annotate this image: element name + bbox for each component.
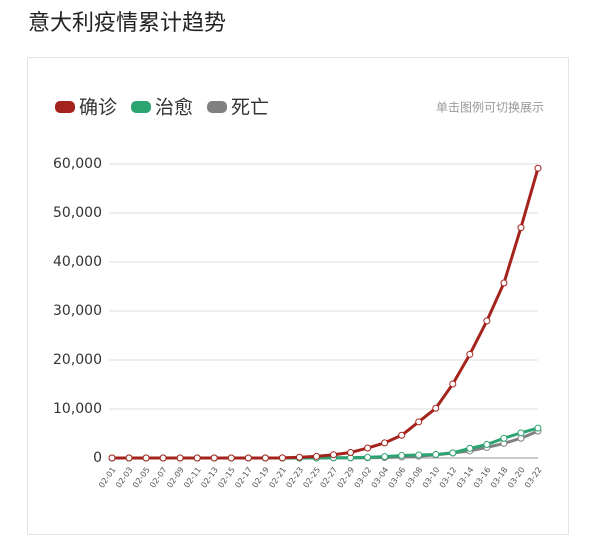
series-line xyxy=(112,167,540,460)
point xyxy=(415,451,423,459)
point xyxy=(449,449,457,457)
point xyxy=(193,454,201,462)
point xyxy=(330,451,338,459)
legend-swatch[interactable] xyxy=(131,101,152,113)
legend-label[interactable]: 治愈 xyxy=(155,97,193,119)
point xyxy=(364,453,372,461)
point xyxy=(364,444,372,452)
point xyxy=(398,451,406,459)
point xyxy=(466,444,474,452)
card xyxy=(27,57,569,535)
point xyxy=(381,453,389,461)
y-tick-label: 10,000 xyxy=(53,401,102,417)
point xyxy=(432,404,440,412)
x-tick-label: 03-22 xyxy=(523,465,544,489)
series-line xyxy=(112,429,539,460)
point xyxy=(347,448,355,456)
point xyxy=(500,279,508,287)
point xyxy=(500,434,508,442)
y-tick-label: 0 xyxy=(93,450,102,466)
point xyxy=(466,350,474,358)
point xyxy=(415,418,423,426)
point xyxy=(108,454,116,462)
point xyxy=(125,454,133,462)
point xyxy=(159,454,167,462)
point xyxy=(210,454,218,462)
y-tick-label: 40,000 xyxy=(53,254,102,270)
point xyxy=(244,454,252,462)
point xyxy=(261,454,269,462)
point xyxy=(176,454,184,462)
point xyxy=(483,441,491,449)
y-tick-label: 20,000 xyxy=(53,352,102,368)
y-tick-label: 60,000 xyxy=(53,156,102,172)
legend-label[interactable]: 确诊 xyxy=(79,97,117,119)
point xyxy=(517,429,525,437)
point xyxy=(398,431,406,439)
point xyxy=(517,224,525,232)
point xyxy=(432,450,440,458)
chart-title: 意大利疫情累计趋势 xyxy=(28,11,226,36)
legend-swatch[interactable] xyxy=(207,101,228,113)
legend-swatch[interactable] xyxy=(55,101,75,113)
point xyxy=(142,454,150,462)
point xyxy=(534,424,542,432)
point xyxy=(449,380,457,388)
y-tick-label: 50,000 xyxy=(53,205,102,221)
point xyxy=(312,452,320,460)
point xyxy=(534,164,542,172)
point xyxy=(227,454,235,462)
legend-label[interactable]: 死亡 xyxy=(231,97,269,119)
point xyxy=(278,454,286,462)
note: 单击图例可切换展示 xyxy=(436,101,544,115)
point xyxy=(295,453,303,461)
series-line xyxy=(112,426,539,460)
point xyxy=(381,439,389,447)
y-tick-label: 30,000 xyxy=(53,303,102,319)
point xyxy=(483,317,491,325)
